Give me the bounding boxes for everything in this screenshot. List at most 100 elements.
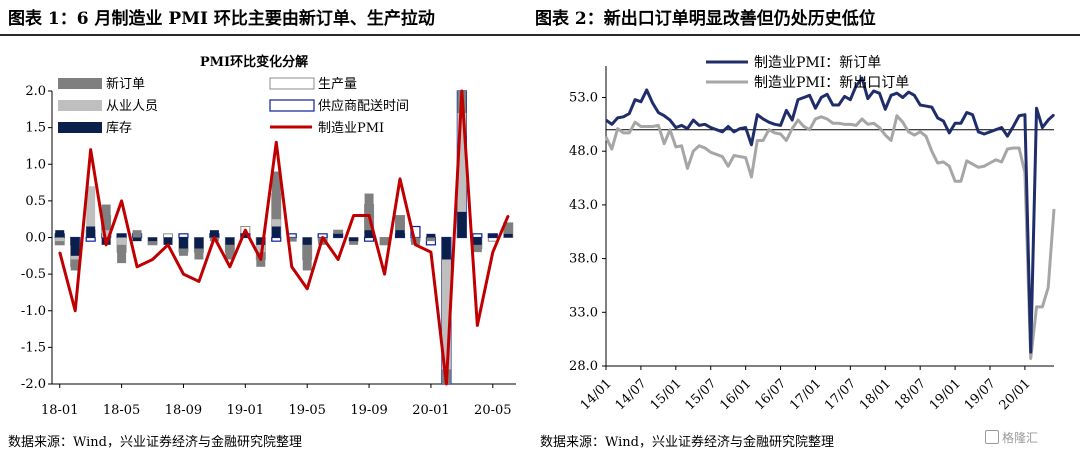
series-0-point <box>814 107 817 109</box>
bar-solid-dark-20-01 <box>426 237 436 242</box>
series-1-point <box>907 131 910 133</box>
bar-solid-navy-20-03 <box>457 211 467 238</box>
series-1-point <box>715 153 718 156</box>
series-0-point <box>721 131 723 133</box>
series-0-point <box>733 131 735 133</box>
bar-solid-light-20-03 <box>457 112 467 238</box>
series-0-point <box>617 117 619 119</box>
legend-label: 从业人员 <box>106 99 158 114</box>
series-1-point <box>913 134 915 136</box>
bar-solid-dark-20-06 <box>503 222 513 238</box>
series-0-point <box>873 90 875 92</box>
legend-swatch-outline-navy <box>269 99 315 112</box>
pmi-point-19-09 <box>368 214 370 217</box>
legend-swatch-solid-light <box>58 100 102 111</box>
left-source-note: 数据来源：Wind，兴业证券经济与金融研究院整理 <box>8 435 302 450</box>
series-0-point <box>989 131 991 133</box>
series-0-point <box>983 133 985 135</box>
series-0-point <box>640 101 642 103</box>
series-0-point <box>756 114 758 116</box>
series-0-point <box>681 124 683 127</box>
bar-solid-navy-18-10 <box>194 237 204 249</box>
series-0-point <box>745 126 747 129</box>
header-divider <box>0 34 1080 36</box>
y-tick-label: 1.5 <box>25 121 46 136</box>
bar-solid-navy-19-08 <box>349 237 359 242</box>
series-1-point <box>745 157 747 159</box>
x-tick-label: 19-01 <box>227 403 264 418</box>
series-1-point <box>809 129 811 131</box>
right-source-note: 数据来源：Wind，兴业证券经济与金融研究院整理 <box>540 435 834 450</box>
series-1-point <box>1041 306 1043 308</box>
pmi-point-19-07 <box>337 258 339 261</box>
pmi-point-20-06 <box>507 214 509 217</box>
x-tick-label: 15/07 <box>682 376 719 413</box>
bar-solid-dark-19-04 <box>287 237 297 242</box>
series-line-0 <box>605 76 1056 354</box>
bar-solid-navy-18-11 <box>209 230 219 238</box>
series-1-point <box>1035 306 1038 308</box>
x-tick-label: 15/01 <box>648 376 685 413</box>
right-figure-caption: 图表 2：新出口订单明显改善但仍处历史低位 <box>535 9 876 29</box>
series-0-point <box>838 104 840 106</box>
series-1-point <box>814 118 817 120</box>
series-0-point <box>704 123 706 125</box>
series-1-point <box>954 180 956 182</box>
series-0-point <box>960 122 962 124</box>
y-tick-label: 48.0 <box>569 144 598 159</box>
series-1-point <box>971 163 974 165</box>
series-1-point <box>878 126 881 129</box>
series-0-point <box>710 126 712 129</box>
bar-solid-navy-19-05 <box>302 237 312 245</box>
series-1-point <box>838 122 840 124</box>
x-tick-label: 18/07 <box>892 376 929 413</box>
bar-solid-light-18-01 <box>55 237 65 242</box>
series-1-point <box>651 125 654 128</box>
bar-solid-navy-20-06 <box>503 233 513 238</box>
pmi-point-18-06 <box>136 266 138 268</box>
series-0-point <box>791 119 793 121</box>
pmi-point-19-01 <box>244 229 246 231</box>
bar-solid-navy-18-12 <box>225 237 235 245</box>
pmi-point-19-04 <box>291 266 293 268</box>
pmi-point-20-02 <box>445 383 447 385</box>
series-1-point <box>646 125 648 128</box>
series-1-point <box>902 121 904 123</box>
y-tick-label: 38.0 <box>569 252 598 267</box>
y-tick-label: 0.0 <box>25 231 46 246</box>
series-0-point <box>715 129 718 131</box>
left-figure-caption: 图表 1：6 月制造业 PMI 环比主要由新订单、生产拉动 <box>8 9 435 29</box>
series-0-point <box>896 92 898 94</box>
series-1-point <box>890 139 892 142</box>
legend-label: 新订单 <box>106 76 145 92</box>
series-0-point <box>832 104 834 106</box>
pmi-point-19-11 <box>399 178 401 180</box>
series-0-point <box>686 128 689 130</box>
y-tick-label: -2.0 <box>21 377 46 392</box>
bar-solid-navy-18-06 <box>132 237 142 242</box>
legend-swatch-solid-navy <box>58 122 102 133</box>
series-0-point <box>750 144 753 146</box>
series-1-point <box>896 115 898 117</box>
series-1-point <box>849 123 851 125</box>
series-1-point <box>803 125 805 128</box>
x-tick-label: 20/01 <box>997 376 1034 413</box>
series-1-point <box>931 150 933 152</box>
y-tick-label: 1.0 <box>25 157 46 172</box>
watermark-text: 格隆汇 <box>1002 431 1039 445</box>
bar-solid-dark-18-05 <box>117 237 127 264</box>
series-0-point <box>803 96 805 99</box>
series-0-point <box>907 91 910 93</box>
pmi-point-20-01 <box>430 251 432 253</box>
x-tick-label: 18-09 <box>165 403 202 418</box>
series-0-point <box>843 95 846 98</box>
pmi-point-19-05 <box>306 288 308 290</box>
series-0-point <box>1035 107 1038 109</box>
series-1-point <box>983 165 985 167</box>
bar-solid-light-18-05 <box>117 237 127 245</box>
series-1-point <box>774 132 776 134</box>
series-0-point <box>1006 135 1009 137</box>
pmi-point-19-03 <box>275 141 277 143</box>
series-0-point <box>1012 125 1014 128</box>
pmi-point-18-02 <box>74 310 76 312</box>
